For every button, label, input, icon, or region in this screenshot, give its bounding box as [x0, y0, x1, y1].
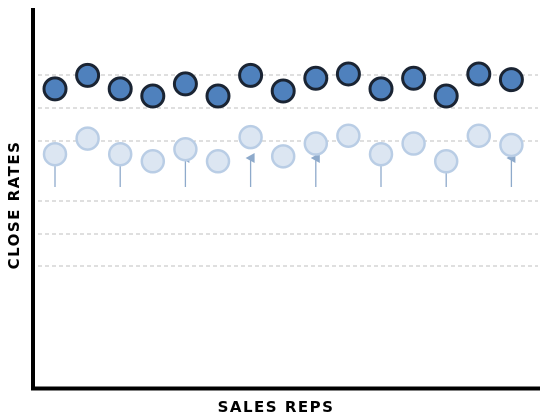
improved-point	[172, 71, 198, 97]
original-point	[107, 141, 133, 167]
improved-point	[303, 65, 329, 91]
original-point	[42, 141, 68, 167]
original-point	[499, 132, 524, 158]
original-point	[173, 136, 198, 162]
y-axis-label: CLOSE RATES	[5, 141, 23, 270]
improved-point	[75, 62, 101, 88]
improved-point	[205, 83, 231, 109]
original-point	[205, 149, 231, 174]
improved-point	[498, 67, 524, 93]
improved-point	[466, 61, 492, 87]
improved-point	[270, 78, 296, 104]
original-point	[336, 123, 361, 148]
original-point	[433, 149, 459, 174]
improved-point	[368, 76, 394, 102]
improved-point	[401, 65, 427, 91]
original-point	[75, 126, 100, 151]
improved-point	[140, 83, 166, 109]
improved-close-rate-series	[42, 61, 524, 109]
improved-point	[238, 62, 264, 88]
original-point	[401, 131, 426, 156]
improved-point	[433, 83, 459, 109]
original-point	[238, 124, 263, 150]
original-point	[140, 149, 166, 174]
improved-point	[335, 61, 361, 87]
original-point	[466, 123, 492, 148]
original-point	[368, 141, 394, 167]
original-close-rate-series	[42, 123, 524, 174]
original-point	[303, 131, 329, 156]
improved-point	[42, 76, 68, 102]
gridlines	[38, 74, 538, 267]
original-point	[270, 144, 296, 169]
x-axis-label: SALES REPS	[218, 398, 335, 416]
improved-point	[107, 76, 133, 102]
